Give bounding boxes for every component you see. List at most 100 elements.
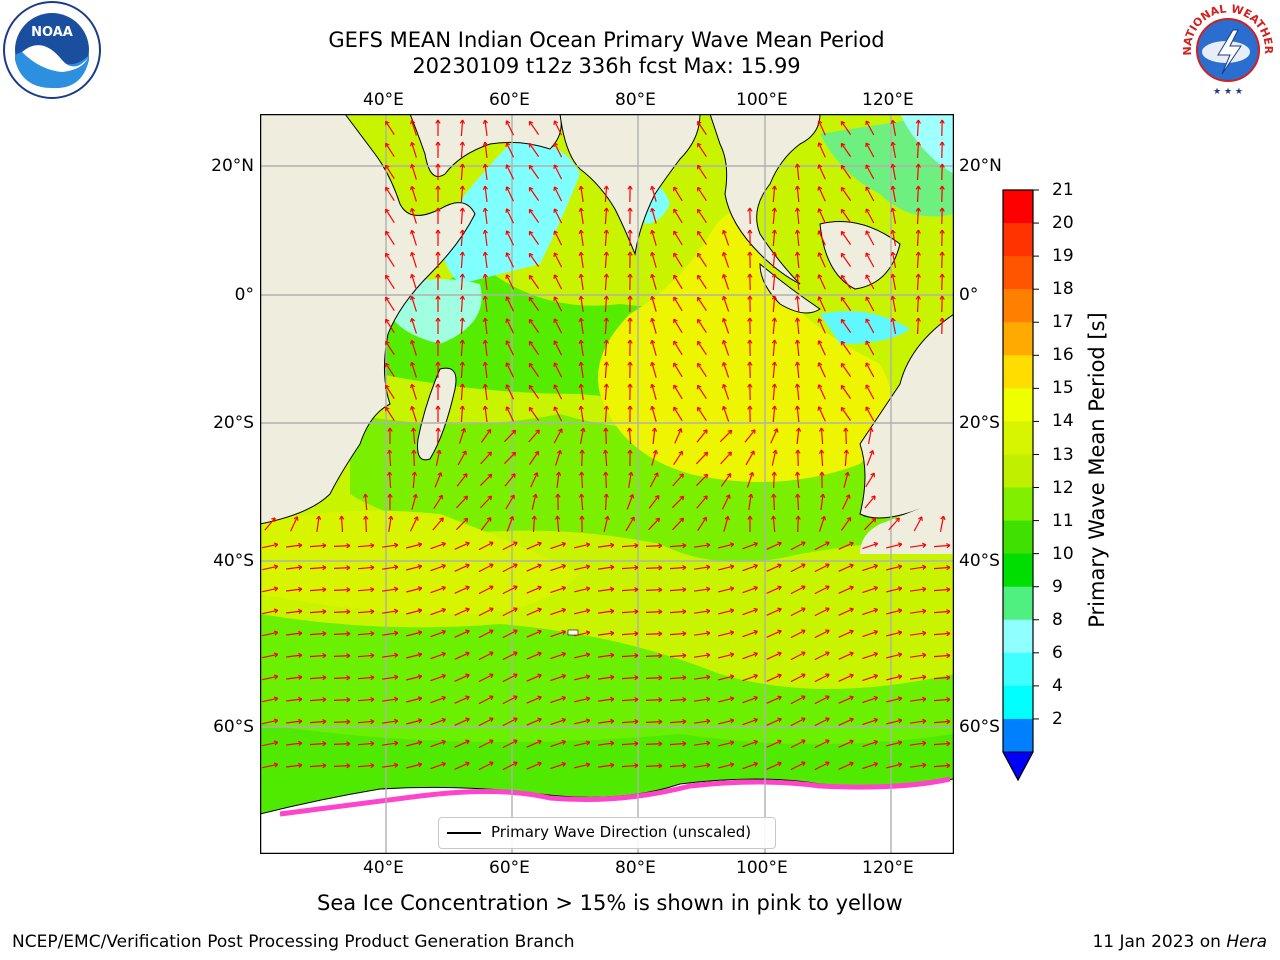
wave-arrow-head <box>370 652 375 659</box>
wave-arrow-head <box>459 273 466 278</box>
wave-arrow <box>669 544 687 548</box>
wave-arrow <box>478 607 494 617</box>
wave-arrow-head <box>890 119 896 125</box>
wave-arrow <box>773 471 775 489</box>
wave-arrow-head <box>528 296 534 302</box>
colorbar-segment <box>1003 322 1033 356</box>
wave-arrow-head <box>724 515 730 521</box>
wave-arrow <box>286 566 302 570</box>
wave-arrow-head <box>385 384 390 390</box>
wave-arrow-head <box>385 406 390 412</box>
footer-credit: NCEP/EMC/Verification Post Processing Pr… <box>12 932 575 952</box>
wave-arrow-head <box>489 629 494 635</box>
wave-arrow-head <box>777 541 782 547</box>
wave-arrow-head <box>410 339 416 345</box>
wave-arrow <box>505 186 515 202</box>
wave-arrow-head <box>322 762 327 769</box>
wave-arrow <box>910 610 926 614</box>
wave-arrow <box>309 566 327 570</box>
wave-arrow-head <box>873 739 879 745</box>
wave-arrow <box>916 185 920 203</box>
wave-arrow-head <box>463 517 469 523</box>
wave-arrow <box>340 515 344 533</box>
wave-arrow-head <box>753 695 758 701</box>
wave-arrow <box>818 296 826 312</box>
wave-arrow-head <box>528 318 534 324</box>
wave-arrow <box>286 720 302 724</box>
wave-arrow <box>818 516 826 532</box>
wave-arrow <box>838 652 854 660</box>
wave-arrow <box>669 632 687 636</box>
wave-arrow-head <box>532 493 538 499</box>
wave-arrow <box>484 142 488 158</box>
wave-arrow <box>580 406 584 422</box>
wave-arrow-head <box>412 493 418 499</box>
wave-arrow-head <box>393 542 399 548</box>
wave-arrow-head <box>482 185 488 190</box>
wave-arrow <box>669 764 687 768</box>
wave-arrow-head <box>946 586 951 593</box>
wave-arrow <box>772 515 776 533</box>
wave-arrow-head <box>459 141 466 146</box>
wave-arrow <box>840 319 852 333</box>
wave-arrow-head <box>363 515 369 520</box>
wave-arrow <box>580 208 584 224</box>
wave-arrow <box>454 542 470 550</box>
wave-arrow <box>480 451 492 465</box>
wave-arrow-head <box>561 563 567 569</box>
wave-arrow <box>388 516 392 532</box>
wave-arrow <box>862 542 878 550</box>
wave-arrow-head <box>771 471 777 476</box>
wave-arrow <box>604 317 608 335</box>
wave-arrow-head <box>298 762 303 768</box>
wave-arrow <box>357 544 375 548</box>
wave-arrow <box>430 630 446 638</box>
wave-arrow <box>722 362 730 378</box>
wave-arrow <box>645 589 663 591</box>
wave-arrow-head <box>370 740 375 747</box>
wave-arrow <box>286 742 302 746</box>
wave-arrow <box>645 765 663 767</box>
wave-arrow-head <box>393 564 399 570</box>
colorbar-tick-label: 16 <box>1052 345 1074 366</box>
wave-arrow <box>480 495 492 509</box>
wave-arrow-head <box>610 718 615 724</box>
wave-arrow <box>430 762 446 770</box>
wave-arrow <box>553 384 563 400</box>
wave-arrow <box>645 677 663 679</box>
wave-arrow <box>651 296 657 312</box>
wave-arrow-head <box>298 674 303 680</box>
wave-arrow-head <box>436 449 442 455</box>
wave-arrow <box>526 586 542 594</box>
wave-arrow-head <box>820 493 826 498</box>
wave-arrow-head <box>946 674 951 681</box>
wave-arrow-head <box>273 630 279 636</box>
wave-arrow-head <box>561 651 567 657</box>
wave-arrow-head <box>410 383 416 389</box>
wave-arrow-head <box>817 340 823 345</box>
wave-arrow-head <box>865 406 870 412</box>
wave-arrow-head <box>585 674 591 680</box>
wave-arrow-head <box>873 607 879 613</box>
lat-label-right-0: 0° <box>959 285 979 305</box>
wave-arrow-head <box>795 427 802 432</box>
wave-arrow <box>673 274 683 290</box>
wave-arrow <box>865 340 875 356</box>
wave-arrow <box>910 566 926 570</box>
wave-arrow-head <box>801 761 806 767</box>
wave-arrow-head <box>825 695 830 701</box>
wave-arrow <box>865 164 875 180</box>
wave-arrow-head <box>388 515 394 521</box>
wave-arrow <box>382 654 398 658</box>
wave-arrow <box>862 740 878 748</box>
wave-arrow-head <box>679 473 684 478</box>
wave-arrow <box>818 274 826 290</box>
wave-arrow-head <box>578 251 584 257</box>
wave-arrow-head <box>747 361 753 366</box>
wave-arrow <box>746 472 754 488</box>
wave-arrow <box>886 697 902 703</box>
wave-arrow-head <box>537 673 542 679</box>
wave-arrow <box>766 696 782 704</box>
wave-arrow <box>454 762 470 770</box>
wave-arrow <box>502 629 518 639</box>
